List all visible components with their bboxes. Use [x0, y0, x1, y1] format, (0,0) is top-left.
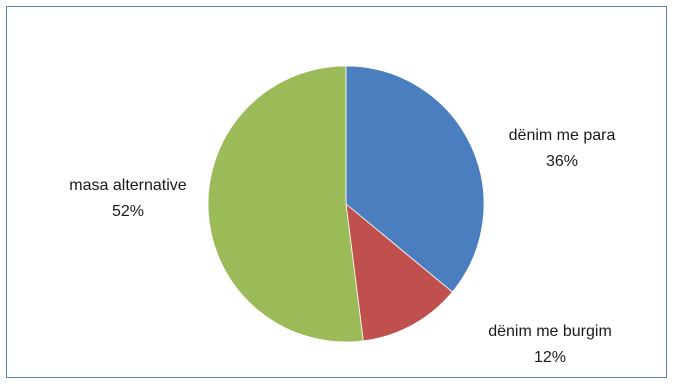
slice-percent-label-2: 12%: [534, 349, 566, 366]
slice-name-label-3: masa alternative: [69, 177, 186, 194]
slice-name-label-2: dënim me burgim: [488, 323, 612, 340]
pie-slice-1: [345, 65, 485, 293]
slice-name-label-1: dënim me para: [509, 127, 616, 144]
pie-labels: dënim me para 36% dënim me burgim 12% ma…: [69, 127, 615, 366]
pie-slices: [207, 65, 485, 343]
slice-percent-label-3: 52%: [112, 203, 144, 220]
pie-slice-3: [207, 65, 364, 343]
pie-slice-2: [345, 203, 453, 342]
slice-percent-label-1: 36%: [546, 153, 578, 170]
